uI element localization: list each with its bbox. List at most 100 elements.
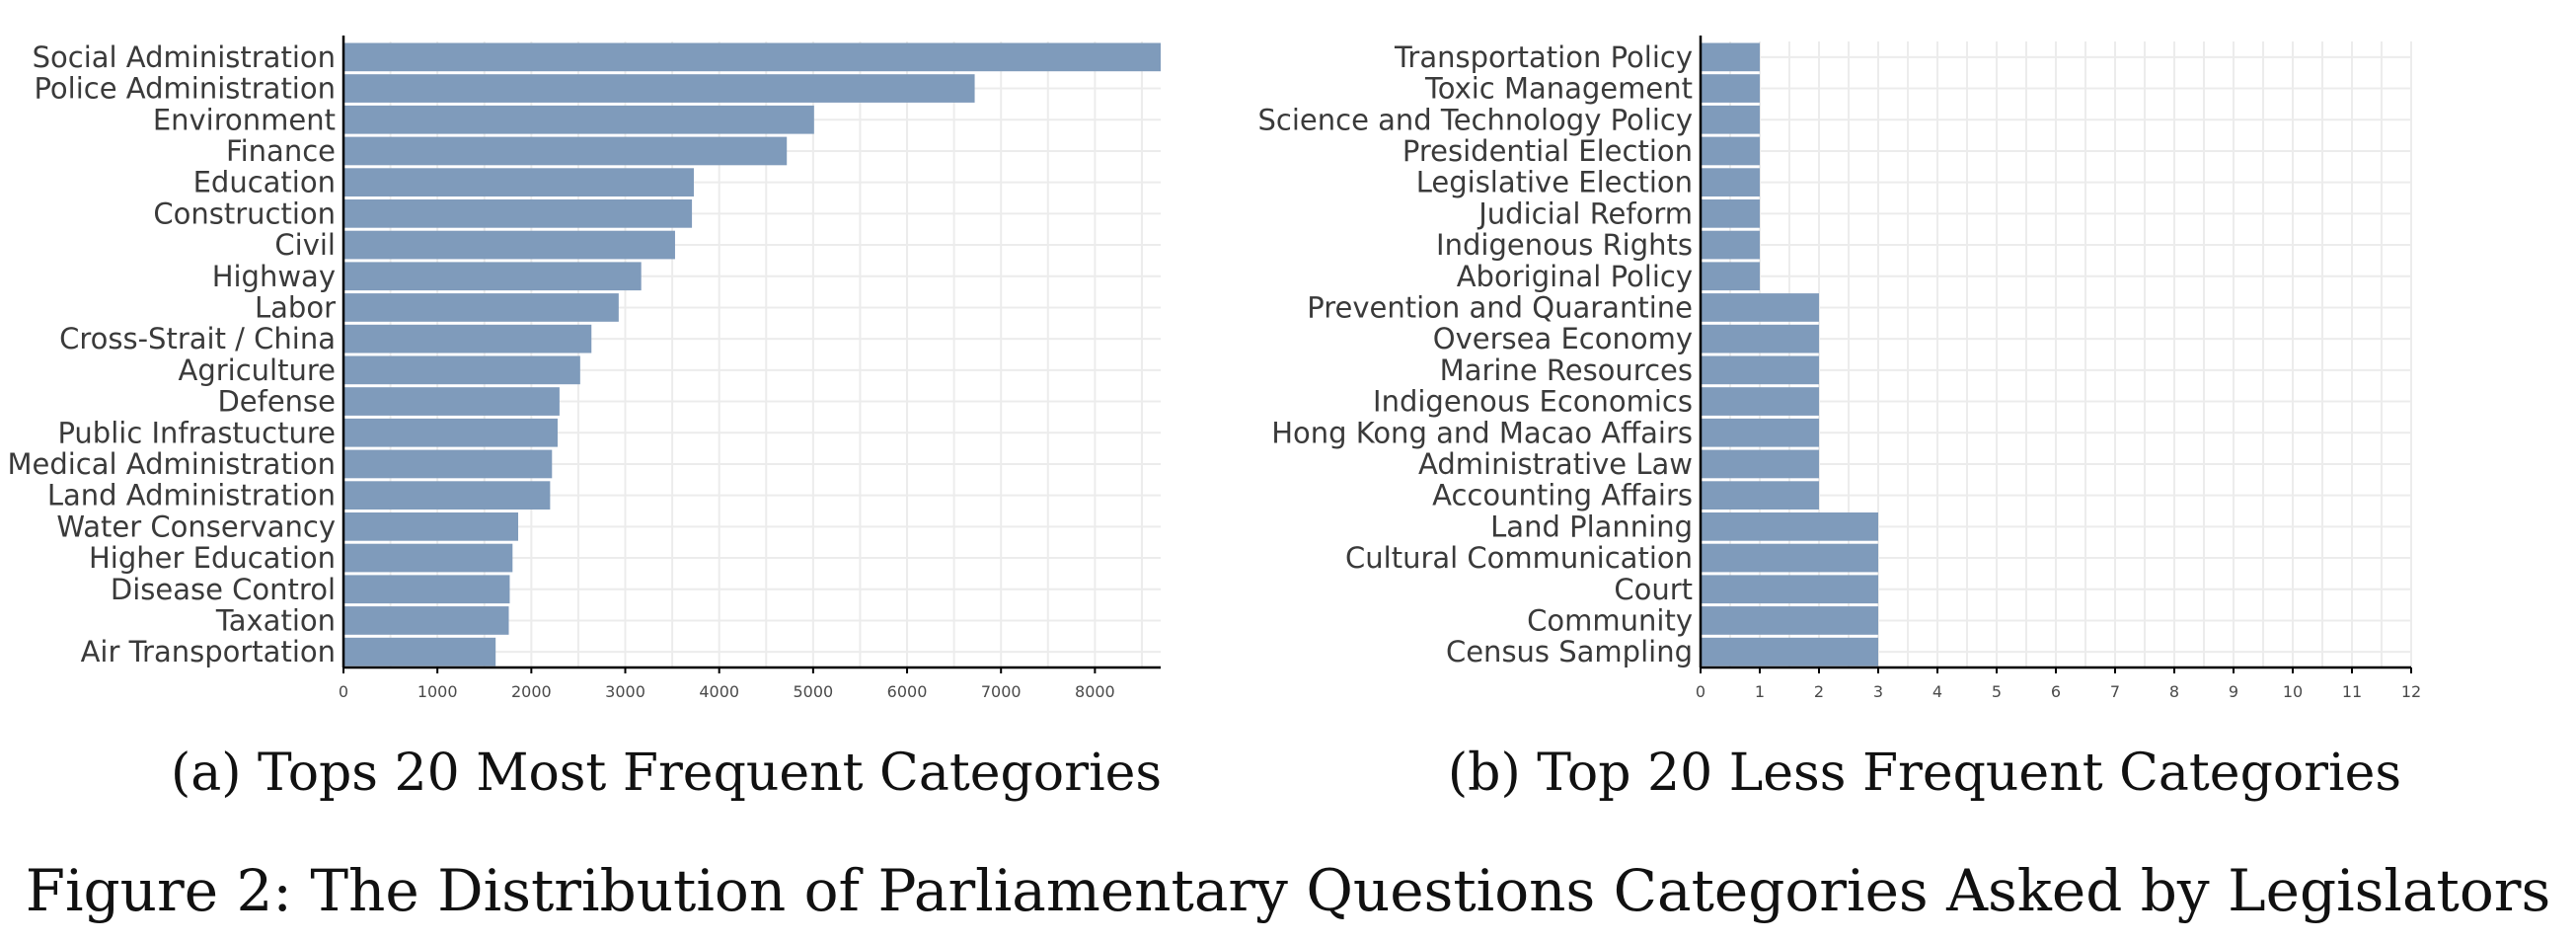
caption-a: (a) Tops 20 Most Frequent Categories xyxy=(171,744,1162,803)
category-label: Legislative Election xyxy=(1416,166,1693,199)
category-label: Agriculture xyxy=(179,353,337,387)
bar xyxy=(343,418,558,447)
bar xyxy=(343,543,513,573)
bar xyxy=(343,481,551,510)
category-label: Science and Technology Policy xyxy=(1258,103,1694,136)
bar xyxy=(1701,136,1760,166)
x-tick-label: 7000 xyxy=(981,682,1022,701)
bar xyxy=(343,575,510,604)
category-label: Presidential Election xyxy=(1402,134,1693,168)
category-label: Hong Kong and Macao Affairs xyxy=(1271,416,1693,449)
x-tick-label: 0 xyxy=(1696,682,1705,701)
category-label: Cross-Strait / China xyxy=(59,322,336,355)
x-tick-label: 1 xyxy=(1755,682,1765,701)
bar xyxy=(1701,512,1878,541)
x-tick-label: 6000 xyxy=(887,682,928,701)
category-label: Cultural Communication xyxy=(1345,541,1693,575)
bar xyxy=(1701,105,1760,134)
bar xyxy=(1701,262,1760,291)
bar xyxy=(343,449,553,479)
category-label: Oversea Economy xyxy=(1433,322,1693,355)
x-tick-label: 4000 xyxy=(699,682,739,701)
x-tick-label: 8 xyxy=(2169,682,2179,701)
x-tick-label: 11 xyxy=(2342,682,2362,701)
bar xyxy=(1701,168,1760,196)
bar xyxy=(1701,42,1760,72)
bar xyxy=(1701,74,1760,103)
bar xyxy=(343,199,693,228)
category-label: Public Infrastucture xyxy=(57,416,336,449)
bar xyxy=(1701,324,1819,353)
x-tick-label: 3000 xyxy=(605,682,645,701)
x-tick-label: 0 xyxy=(339,682,348,701)
bar xyxy=(343,168,694,196)
category-label: Transportation Policy xyxy=(1394,40,1693,74)
x-tick-label: 1000 xyxy=(417,682,458,701)
x-tick-label: 5000 xyxy=(794,682,834,701)
bar xyxy=(1701,481,1819,510)
bar xyxy=(1701,449,1819,479)
x-tick-label: 12 xyxy=(2401,682,2421,701)
bar xyxy=(1701,575,1878,604)
category-label: Accounting Affairs xyxy=(1432,479,1693,512)
category-label: Judicial Reform xyxy=(1477,196,1693,230)
x-tick-label: 8000 xyxy=(1075,682,1115,701)
bar xyxy=(1701,199,1760,228)
category-label: Highway xyxy=(212,260,336,293)
bar xyxy=(343,355,580,385)
category-label: Land Planning xyxy=(1490,510,1693,543)
figure-caption: Figure 2: The Distribution of Parliament… xyxy=(26,857,2551,924)
bar xyxy=(1701,387,1819,416)
category-label: Disease Control xyxy=(111,573,336,606)
category-label: Court xyxy=(1614,573,1693,606)
category-label: Marine Resources xyxy=(1440,353,1693,387)
x-tick-label: 2 xyxy=(1814,682,1824,701)
category-label: Water Conservancy xyxy=(56,510,336,543)
x-tick-label: 7 xyxy=(2110,682,2120,701)
x-tick-label: 5 xyxy=(1992,682,2002,701)
bar xyxy=(343,230,675,260)
bar xyxy=(343,136,788,166)
category-label: Aboriginal Policy xyxy=(1457,260,1693,293)
category-label: Defense xyxy=(217,385,336,419)
category-label: Police Administration xyxy=(34,72,336,106)
x-tick-label: 6 xyxy=(2051,682,2061,701)
bar xyxy=(1701,637,1878,667)
category-label: Taxation xyxy=(215,603,336,637)
bar xyxy=(343,74,975,103)
x-tick-label: 3 xyxy=(1873,682,1883,701)
category-label: Toxic Management xyxy=(1424,72,1693,106)
bar xyxy=(343,293,619,322)
category-label: Prevention and Quarantine xyxy=(1307,290,1693,324)
bar xyxy=(1701,355,1819,385)
x-tick-label: 9 xyxy=(2229,682,2238,701)
category-label: Higher Education xyxy=(89,541,336,575)
category-label: Census Sampling xyxy=(1446,635,1693,668)
category-label: Air Transportation xyxy=(81,635,336,668)
category-label: Labor xyxy=(255,290,336,324)
bar xyxy=(1701,418,1819,447)
category-label: Community xyxy=(1527,603,1693,637)
category-label: Construction xyxy=(153,196,336,230)
category-label: Administrative Law xyxy=(1418,447,1693,481)
caption-b: (b) Top 20 Less Frequent Categories xyxy=(1448,744,2401,803)
bar xyxy=(343,512,519,541)
category-label: Finance xyxy=(226,134,336,168)
bar xyxy=(343,105,814,134)
bar xyxy=(1701,230,1760,260)
bar xyxy=(1701,543,1878,573)
bar xyxy=(343,637,496,667)
category-label: Social Administration xyxy=(33,40,336,74)
category-label: Indigenous Economics xyxy=(1373,385,1693,419)
category-label: Medical Administration xyxy=(7,447,336,481)
bar xyxy=(343,324,592,353)
category-label: Environment xyxy=(153,103,336,136)
category-label: Civil xyxy=(274,228,336,262)
category-label: Land Administration xyxy=(47,479,336,512)
bar xyxy=(1701,606,1878,635)
bar xyxy=(343,262,642,291)
